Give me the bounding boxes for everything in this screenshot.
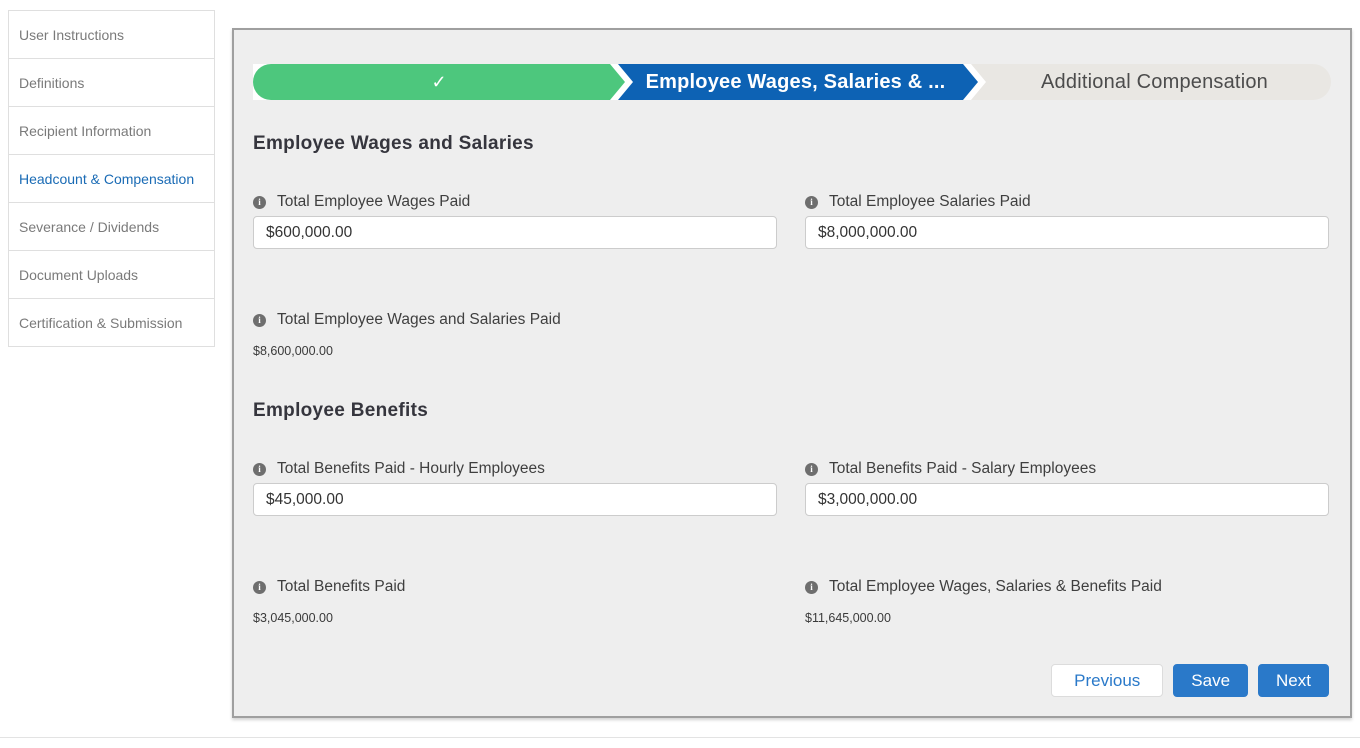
action-button-row: Previous Save Next [253, 664, 1331, 697]
wizard-sidebar: User Instructions Definitions Recipient … [8, 10, 215, 347]
info-icon[interactable]: i [805, 462, 818, 476]
sidebar-item-label: Document Uploads [19, 266, 139, 283]
sidebar-item-label: User Instructions [19, 26, 125, 43]
field-label-total-wages-salaries: i Total Employee Wages and Salaries Paid [253, 310, 777, 330]
label-text: Total Employee Wages, Salaries & Benefit… [829, 578, 1162, 595]
field-label-total-wages: i Total Employee Wages Paid [253, 192, 777, 212]
sidebar-item-label: Recipient Information [19, 122, 152, 139]
sidebar-item-severance-dividends[interactable]: Severance / Dividends [8, 203, 215, 251]
label-text: Total Benefits Paid [277, 578, 406, 595]
check-icon: ✓ [431, 71, 447, 92]
field-label-total-benefits: i Total Benefits Paid [253, 577, 777, 597]
label-text: Total Employee Wages and Salaries Paid [277, 311, 561, 328]
sidebar-item-headcount-compensation[interactable]: Headcount & Compensation [8, 155, 215, 203]
page-divider [0, 737, 1360, 738]
total-wages-salaries-value: $8,600,000.00 [253, 344, 333, 358]
field-label-benefits-hourly: i Total Benefits Paid - Hourly Employees [253, 459, 777, 479]
sidebar-item-label: Certification & Submission [19, 314, 183, 331]
total-benefits-value: $3,045,000.00 [253, 611, 333, 625]
step-active-employee-wages[interactable]: Employee Wages, Salaries & ... [613, 64, 978, 100]
field-label-benefits-salary: i Total Benefits Paid - Salary Employees [805, 459, 1329, 479]
sidebar-item-label: Severance / Dividends [19, 218, 160, 235]
next-button[interactable]: Next [1258, 664, 1329, 697]
total-wages-input[interactable] [253, 216, 777, 249]
section-heading-benefits: Employee Benefits [253, 400, 429, 421]
step-completed[interactable]: ✓ [253, 64, 625, 100]
sidebar-item-user-instructions[interactable]: User Instructions [8, 11, 215, 59]
sidebar-item-label: Definitions [19, 74, 85, 91]
save-button[interactable]: Save [1173, 664, 1249, 697]
grand-total-value: $11,645,000.00 [805, 611, 891, 625]
sidebar-item-definitions[interactable]: Definitions [8, 59, 215, 107]
field-label-total-salaries: i Total Employee Salaries Paid [805, 192, 1329, 212]
info-icon[interactable]: i [253, 462, 266, 476]
total-salaries-input[interactable] [805, 216, 1329, 249]
benefits-hourly-input[interactable] [253, 483, 777, 516]
section-heading-wages-salaries: Employee Wages and Salaries [253, 133, 534, 154]
info-icon[interactable]: i [253, 313, 266, 327]
field-label-grand-total: i Total Employee Wages, Salaries & Benef… [805, 577, 1329, 597]
label-text: Total Benefits Paid - Salary Employees [829, 460, 1097, 477]
label-text: Total Employee Wages Paid [277, 193, 471, 210]
info-icon[interactable]: i [805, 580, 818, 594]
sidebar-item-document-uploads[interactable]: Document Uploads [8, 251, 215, 299]
info-icon[interactable]: i [253, 195, 266, 209]
sidebar-item-certification-submission[interactable]: Certification & Submission [8, 299, 215, 347]
info-icon[interactable]: i [253, 580, 266, 594]
sidebar-item-label: Headcount & Compensation [19, 170, 195, 187]
step-additional-compensation[interactable]: Additional Compensation [978, 64, 1331, 100]
benefits-salary-input[interactable] [805, 483, 1329, 516]
previous-button[interactable]: Previous [1051, 664, 1164, 697]
info-icon[interactable]: i [805, 195, 818, 209]
step-label: Additional Compensation [1041, 70, 1268, 93]
label-text: Total Benefits Paid - Hourly Employees [277, 460, 545, 477]
step-label: Employee Wages, Salaries & ... [645, 70, 946, 93]
sidebar-item-recipient-information[interactable]: Recipient Information [8, 107, 215, 155]
form-panel: Employee Wages, Salaries & ... ✓ Additio… [232, 28, 1352, 718]
label-text: Total Employee Salaries Paid [829, 193, 1031, 210]
progress-stepper: Employee Wages, Salaries & ... ✓ Additio… [253, 64, 1331, 100]
